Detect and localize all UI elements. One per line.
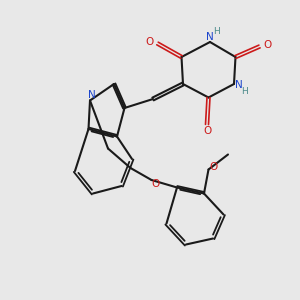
Text: N: N: [88, 90, 95, 100]
Text: O: O: [203, 126, 211, 136]
Text: N: N: [235, 80, 242, 91]
Text: O: O: [145, 37, 153, 47]
Text: H: H: [213, 27, 219, 36]
Text: O: O: [152, 178, 160, 189]
Text: N: N: [206, 32, 214, 42]
Text: H: H: [241, 87, 248, 96]
Text: O: O: [264, 40, 272, 50]
Text: O: O: [209, 161, 217, 172]
